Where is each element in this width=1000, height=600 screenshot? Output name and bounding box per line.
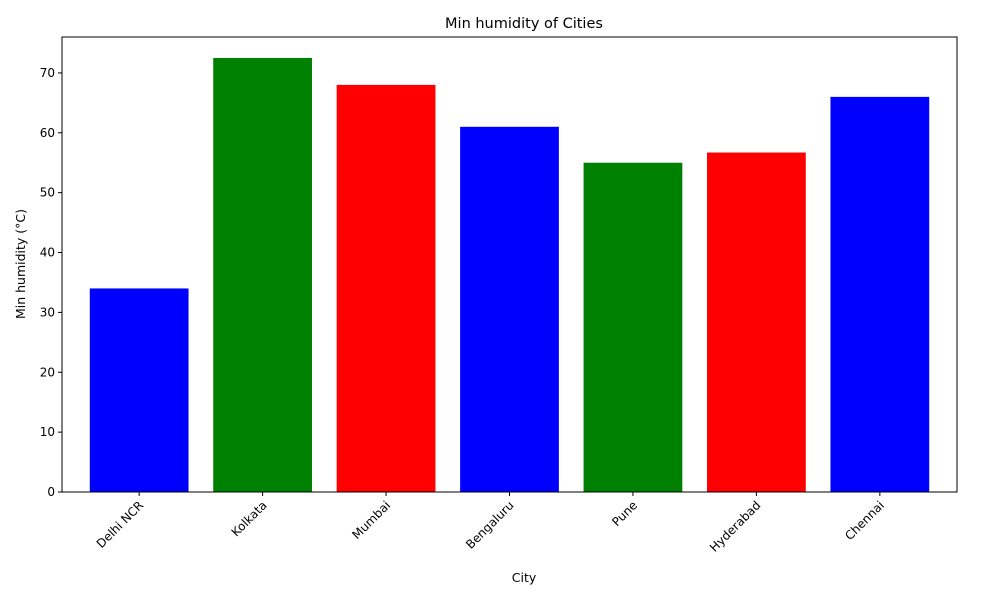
x-tick-label: Hyderabad — [707, 498, 764, 555]
bars-group — [89, 57, 930, 493]
bar-mumbai — [336, 84, 436, 492]
y-tick-label: 20 — [40, 365, 55, 379]
y-tick-label: 0 — [47, 485, 55, 499]
chart-title: Min humidity of Cities — [445, 16, 603, 32]
y-axis-ticks: 0 10 20 30 40 50 60 70 — [40, 66, 62, 499]
y-tick-label: 40 — [40, 246, 55, 260]
y-tick-label: 30 — [40, 305, 55, 319]
x-axis-ticks: Delhi NCR Kolkata Mumbai Bengaluru Pune Hyder… — [94, 492, 887, 555]
x-tick-label: Pune — [609, 498, 640, 529]
bar-pune — [583, 162, 683, 492]
x-tick-label: Delhi NCR — [94, 498, 147, 551]
x-tick-label: Mumbai — [349, 498, 393, 542]
bar-delhi-ncr — [89, 288, 189, 492]
y-tick-label: 50 — [40, 186, 55, 200]
x-tick-label: Chennai — [842, 498, 887, 543]
bar-chennai — [830, 96, 930, 493]
bar-hyderabad — [707, 152, 806, 492]
y-tick-label: 70 — [40, 66, 55, 80]
x-tick-label: Kolkata — [229, 498, 270, 539]
y-axis-label: Min humidity (°C) — [13, 209, 28, 319]
y-tick-label: 10 — [40, 425, 55, 439]
bar-kolkata — [213, 57, 312, 492]
bar-bengaluru — [460, 126, 559, 492]
x-tick-label: Bengaluru — [463, 498, 517, 552]
y-tick-label: 60 — [40, 126, 55, 140]
plot-frame — [61, 36, 958, 493]
x-axis-label: City — [512, 570, 537, 585]
